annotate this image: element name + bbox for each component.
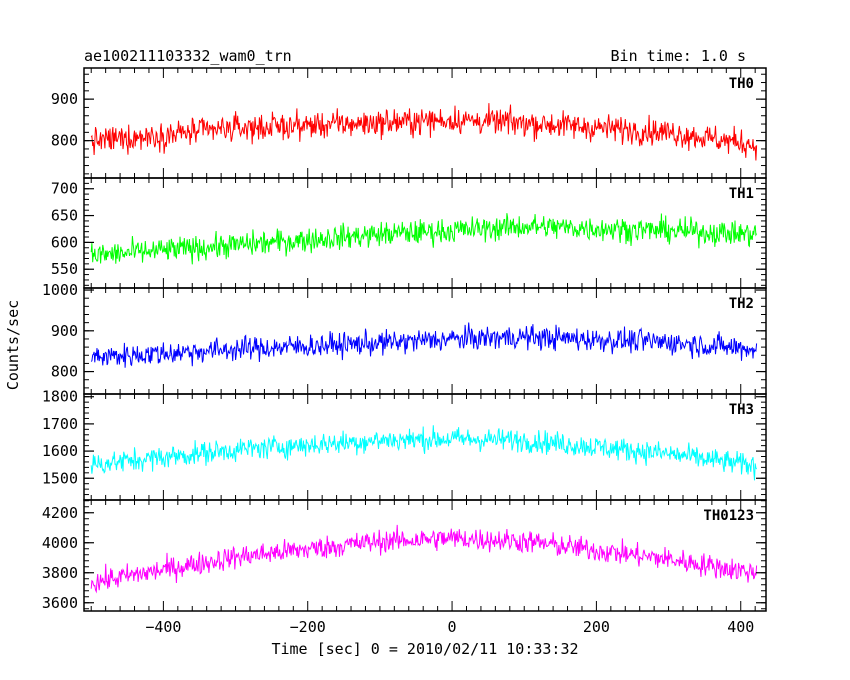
panels-group: 800 900 TH0 550 600 650 700 TH1 800 900 1000 TH2 150… bbox=[42, 67, 767, 612]
bin-time-label: Bin time: 1.0 s bbox=[611, 47, 746, 65]
x-tick-label: 200 bbox=[583, 618, 610, 636]
panel-label: TH0123 bbox=[703, 508, 754, 524]
y-tick-label: 1600 bbox=[42, 442, 78, 460]
y-tick-label: 600 bbox=[51, 233, 78, 251]
y-tick-label: 650 bbox=[51, 207, 78, 225]
panel-th3: 1500 1600 1700 1800 TH3 bbox=[42, 388, 767, 501]
series-line-th1 bbox=[90, 213, 758, 265]
panel-th0123: 3600 3800 4000 4200 TH0123 bbox=[42, 499, 767, 612]
series-line-th0 bbox=[90, 103, 758, 161]
y-tick-label: 800 bbox=[51, 132, 78, 150]
panel-th0: 800 900 TH0 bbox=[51, 67, 767, 179]
x-tick-label: −400 bbox=[145, 618, 181, 636]
y-tick-label: 1500 bbox=[42, 469, 78, 487]
y-tick-label: 3600 bbox=[42, 594, 78, 612]
x-tick-label: 400 bbox=[727, 618, 754, 636]
x-tick-label: −200 bbox=[290, 618, 326, 636]
x-axis: −400 −200 0 200 400 bbox=[145, 618, 754, 636]
y-tick-label: 550 bbox=[51, 260, 78, 278]
y-tick-label: 700 bbox=[51, 180, 78, 198]
panel-th2: 800 900 1000 TH2 bbox=[42, 281, 767, 395]
y-tick-label: 1000 bbox=[42, 281, 78, 299]
panel-label: TH1 bbox=[729, 186, 754, 202]
y-tick-label: 4000 bbox=[42, 534, 78, 552]
x-tick-label: 0 bbox=[448, 618, 457, 636]
y-tick-label: 900 bbox=[51, 322, 78, 340]
y-tick-label: 3800 bbox=[42, 564, 78, 582]
chart-title: ae100211103332_wam0_trn bbox=[84, 47, 292, 65]
panel-frame bbox=[83, 499, 767, 612]
panel-label: TH3 bbox=[729, 402, 754, 418]
y-tick-label: 900 bbox=[51, 90, 78, 108]
y-axis-label: Counts/sec bbox=[4, 300, 22, 390]
y-tick-label: 800 bbox=[51, 363, 78, 381]
y-tick-label: 1700 bbox=[42, 415, 78, 433]
series-line-th0123 bbox=[90, 524, 758, 594]
panel-label: TH2 bbox=[729, 296, 754, 312]
x-axis-label: Time [sec] 0 = 2010/02/11 10:33:32 bbox=[271, 640, 578, 658]
series-line-th3 bbox=[90, 425, 758, 481]
y-tick-label: 1800 bbox=[42, 388, 78, 406]
panel-th1: 550 600 650 700 TH1 bbox=[51, 177, 767, 289]
y-tick-label: 4200 bbox=[42, 504, 78, 522]
panel-frame bbox=[83, 67, 767, 179]
series-line-th2 bbox=[90, 322, 758, 368]
panel-label: TH0 bbox=[729, 76, 754, 92]
